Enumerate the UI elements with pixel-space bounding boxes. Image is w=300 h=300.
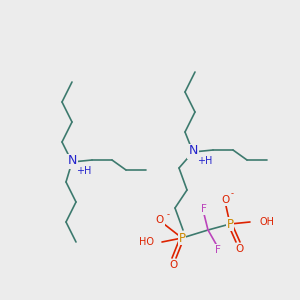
Text: O: O <box>222 195 230 205</box>
Text: +H: +H <box>197 156 212 166</box>
Text: N: N <box>188 145 198 158</box>
Text: O: O <box>156 215 164 225</box>
Text: F: F <box>201 204 207 214</box>
Text: O: O <box>170 260 178 270</box>
Text: P: P <box>226 218 233 230</box>
Text: -: - <box>230 190 233 199</box>
Text: O: O <box>236 244 244 254</box>
Text: -: - <box>167 211 170 220</box>
Text: +H: +H <box>76 166 92 176</box>
Text: N: N <box>67 154 77 167</box>
Text: P: P <box>178 232 185 244</box>
Text: OH: OH <box>259 217 274 227</box>
Text: F: F <box>215 245 221 255</box>
Text: HO: HO <box>139 237 154 247</box>
